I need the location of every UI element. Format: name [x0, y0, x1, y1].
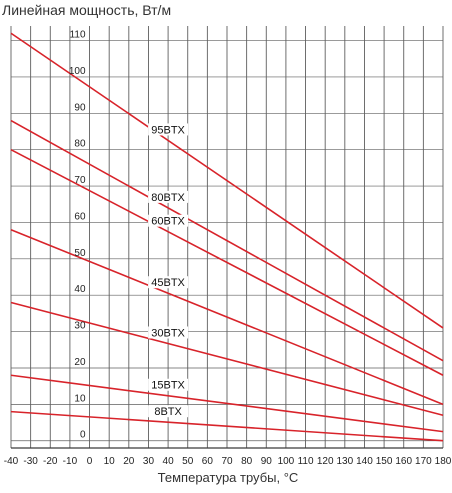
x-tick-label-15: 110	[298, 456, 314, 467]
x-tick-label-7: 30	[143, 456, 155, 467]
x-tick-label-11: 70	[221, 456, 233, 467]
x-tick-label-10: 60	[202, 456, 214, 467]
chart-ticks: -40 -30 -20 -10 0 10 20 30 40 50 60 70 80 90 100 110 120…	[4, 30, 452, 467]
y-tick-label-2: 20	[74, 357, 86, 368]
y-tick-label-4: 40	[74, 284, 86, 295]
x-tick-label-3: -10	[63, 456, 78, 467]
x-tick-label-8: 40	[163, 456, 175, 467]
y-tick-label-3: 30	[74, 321, 86, 332]
y-tick-label-7: 70	[74, 175, 86, 186]
y-tick-label-5: 50	[74, 248, 86, 259]
y-tick-label-6: 60	[74, 211, 86, 222]
x-tick-label-5: 10	[104, 456, 116, 467]
x-tick-label-2: -20	[43, 456, 58, 467]
y-tick-label-1: 10	[74, 393, 86, 404]
chart-title: Линейная мощность, Вт/м	[2, 2, 171, 18]
series-label-60BTX: 60BTX	[151, 216, 185, 228]
x-tick-label-22: 180	[435, 456, 452, 467]
x-tick-label-17: 130	[336, 456, 353, 467]
y-tick-label-9: 90	[74, 102, 86, 113]
x-tick-label-12: 80	[241, 456, 253, 467]
x-tick-label-14: 100	[278, 456, 295, 467]
chart-grid	[11, 26, 443, 448]
x-tick-label-20: 160	[395, 456, 412, 467]
series-label-8BTX: 8BTX	[154, 406, 182, 418]
y-tick-label-11: 110	[70, 30, 86, 41]
x-axis-label: Температура трубы, °С	[158, 470, 299, 485]
x-tick-label-0: -40	[4, 456, 19, 467]
x-tick-label-9: 50	[182, 456, 194, 467]
y-tick-label-10: 100	[69, 66, 86, 77]
series-label-15BTX: 15BTX	[151, 380, 185, 392]
x-tick-label-6: 20	[123, 456, 135, 467]
series-label-80BTX: 80BTX	[151, 192, 185, 204]
y-tick-label-8: 80	[74, 139, 86, 150]
y-tick-label-0: 0	[80, 430, 86, 441]
x-tick-label-1: -30	[23, 456, 38, 467]
x-tick-label-13: 90	[261, 456, 273, 467]
x-tick-label-18: 140	[356, 456, 373, 467]
series-label-45BTX: 45BTX	[151, 277, 185, 289]
x-tick-label-4: 0	[87, 456, 93, 467]
x-tick-label-16: 120	[317, 456, 334, 467]
x-tick-label-19: 150	[376, 456, 393, 467]
series-label-95BTX: 95BTX	[151, 124, 185, 136]
x-tick-label-21: 170	[415, 456, 432, 467]
series-label-30BTX: 30BTX	[151, 327, 185, 339]
